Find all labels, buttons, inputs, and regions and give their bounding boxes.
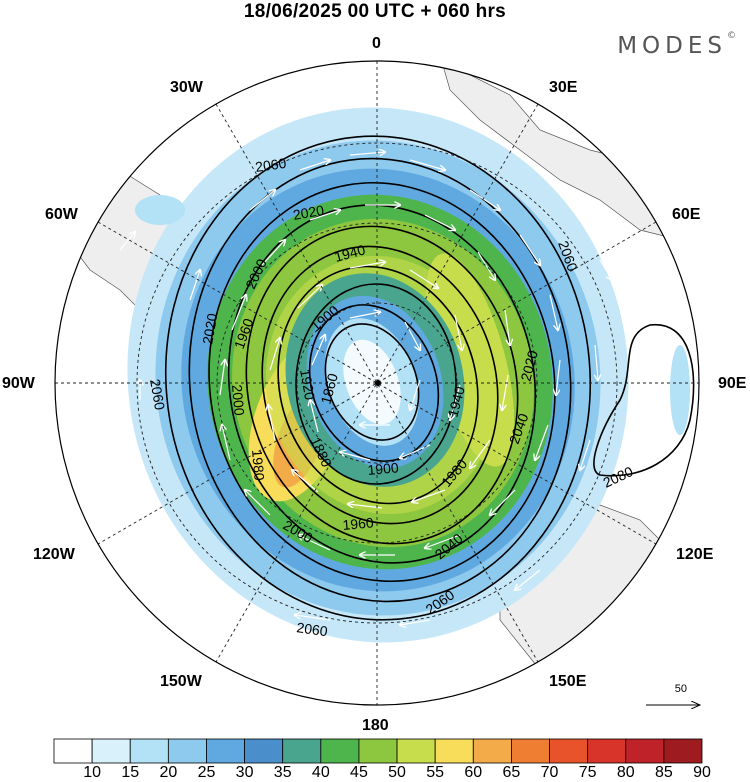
colorbar-tick-label: 60 [464, 764, 483, 781]
colorbar-tick-label: 55 [426, 764, 445, 781]
contour-label: 1920 [297, 368, 318, 402]
contour-label: 2020 [292, 202, 326, 223]
lon-label-30w: 30W [170, 79, 203, 96]
lon-label-0: 0 [372, 35, 381, 52]
lon-label-180: 180 [362, 717, 389, 734]
contour-label: 2060 [296, 619, 329, 639]
map-fill [55, 61, 699, 705]
brand-logo: MODES© [617, 31, 736, 59]
colorbar-tick-label: 85 [654, 764, 673, 781]
colorbar-swatch [91, 738, 131, 764]
colorbar-swatch [244, 738, 284, 764]
contour-label: 1900 [367, 459, 400, 478]
colorbar-tick-label: 50 [388, 764, 406, 781]
colorbar-swatch [396, 738, 436, 764]
colorbar-swatch [282, 738, 322, 764]
contour-label: 2020 [199, 312, 220, 346]
colorbar-tick-label: 70 [540, 764, 559, 781]
colorbar-tick-label: 40 [311, 764, 330, 781]
height-contours [164, 135, 695, 621]
lon-label-150w: 150W [160, 673, 202, 690]
colorbar-swatch [434, 738, 474, 764]
colorbar-tick-label: 20 [159, 764, 178, 781]
colorbar-tick-label: 15 [121, 764, 140, 781]
contour-label: 2060 [254, 155, 287, 175]
contour-label: 1860 [317, 371, 341, 405]
colorbar-tick-label: 65 [502, 764, 521, 781]
colorbar-swatch [129, 738, 169, 764]
wind-vectors [119, 152, 612, 625]
colorbar-swatch [53, 738, 93, 764]
lon-label-60e: 60E [672, 206, 701, 223]
contour-label: 2060 [147, 378, 168, 412]
map-boundary [54, 60, 700, 706]
map-title: 18/06/2025 00 UTC + 060 hrs [243, 1, 507, 22]
graticule [55, 61, 699, 705]
lon-label-150e: 150E [549, 673, 587, 690]
reference-vector-arrow [646, 698, 704, 712]
colorbar-swatch [206, 738, 245, 764]
colorbar-swatch [549, 738, 589, 764]
reference-vector-label: 50 [674, 683, 687, 695]
lon-label-30e: 30E [549, 79, 578, 96]
colorbar-swatch [472, 738, 512, 764]
colorbar-swatch [625, 738, 665, 764]
contour-label: 1980 [249, 449, 268, 482]
colorbar-swatch [358, 738, 398, 764]
lon-label-90w: 90W [2, 375, 35, 392]
contour-label: 2020 [517, 348, 541, 382]
colorbar-tick-label: 45 [350, 764, 368, 781]
colorbar-swatch [511, 738, 550, 764]
colorbar-swatch [587, 738, 627, 764]
lon-label-90e: 90E [718, 375, 747, 392]
wind-speed-colorbar [53, 738, 703, 764]
colorbar-swatch [167, 738, 207, 764]
colorbar-tick-label: 25 [197, 764, 216, 781]
pole-marker [375, 380, 381, 386]
contour-label: 1960 [342, 514, 375, 533]
contour-label: 1940 [333, 241, 367, 265]
colorbar-swatch [320, 738, 360, 764]
colorbar-swatch [663, 738, 703, 764]
colorbar-tick-label: 10 [83, 764, 102, 781]
colorbar-tick-label: 80 [616, 764, 635, 781]
lon-label-120e: 120E [676, 546, 714, 563]
colorbar-tick-label: 75 [578, 764, 597, 781]
contour-label: 2000 [229, 384, 248, 417]
colorbar-tick-label: 90 [693, 764, 711, 781]
lon-label-120w: 120W [33, 546, 75, 563]
contour-label: 1940 [444, 384, 468, 418]
colorbar-tick-label: 30 [235, 764, 254, 781]
lon-label-60w: 60W [45, 206, 78, 223]
colorbar-tick-label: 35 [273, 764, 292, 781]
